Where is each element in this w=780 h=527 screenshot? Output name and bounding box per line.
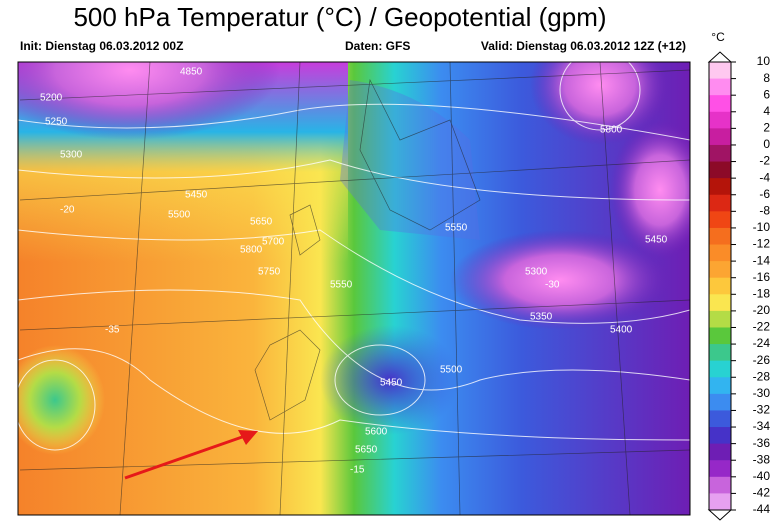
colorbar-segment bbox=[709, 161, 731, 179]
colorbar-segment bbox=[709, 211, 731, 229]
colorbar-segment bbox=[709, 310, 731, 328]
colorbar-unit: °C bbox=[711, 30, 725, 44]
contour-label: 5300 bbox=[60, 150, 83, 161]
colorbar-segment bbox=[709, 460, 731, 478]
colorbar-segment bbox=[709, 410, 731, 428]
colorbar-segment bbox=[709, 377, 731, 395]
colorbar-label: -18 bbox=[753, 286, 771, 300]
contour-label: 5550 bbox=[330, 280, 353, 291]
colorbar-label: -40 bbox=[753, 469, 771, 483]
arrow-head bbox=[238, 430, 258, 445]
arrow bbox=[124, 434, 246, 480]
contour-labels: 5200485052505300545055005650570058005750… bbox=[40, 67, 668, 476]
colorbar: 10 8 6 4 2 0 -2 -4 -6 -8 -10 -12 -14 -16 -18 -20 -22 -24 -… bbox=[707, 51, 771, 521]
colorbar-label: -14 bbox=[753, 253, 771, 267]
colorbar-label: 2 bbox=[763, 121, 770, 135]
colorbar-segment bbox=[709, 227, 731, 246]
map-frame bbox=[17, 61, 691, 516]
colorbar-label: 6 bbox=[763, 87, 770, 101]
colorbar-segment bbox=[709, 111, 731, 129]
colorbar-segment bbox=[709, 360, 731, 378]
colorbar-label: -10 bbox=[753, 220, 771, 234]
colorbar-label: -6 bbox=[759, 187, 770, 201]
colorbar-label: -22 bbox=[753, 320, 771, 334]
colorbar-segment bbox=[709, 443, 731, 461]
contour-label: 5500 bbox=[440, 365, 463, 376]
map: 5200485052505300545055005650570058005750… bbox=[18, 62, 690, 515]
colorbar-segment bbox=[709, 327, 731, 345]
colorbar-frame bbox=[708, 61, 732, 511]
colorbar-label: -20 bbox=[753, 303, 771, 317]
colorbar-label: -12 bbox=[753, 237, 771, 251]
colorbar-segment bbox=[709, 194, 731, 212]
valid: Valid: Dienstag 06.03.2012 12Z (+12) bbox=[481, 39, 686, 53]
colorbar-label: -44 bbox=[753, 502, 771, 516]
colorbar-segment bbox=[709, 393, 731, 411]
contour-label: 5750 bbox=[258, 267, 281, 278]
colorbar-label: -28 bbox=[753, 369, 771, 383]
colorbar-segment bbox=[709, 427, 731, 445]
colorbar-segment bbox=[709, 144, 731, 163]
contour-label: 5800 bbox=[600, 125, 623, 136]
colorbar-label: -8 bbox=[759, 204, 770, 218]
colorbar-end bbox=[707, 51, 733, 63]
colorbar-segment bbox=[709, 178, 731, 196]
contour-label: 5450 bbox=[380, 378, 403, 389]
colorbar-segment bbox=[709, 95, 731, 113]
colorbar-segment bbox=[709, 294, 731, 312]
colorbar-label: 10 bbox=[757, 54, 771, 68]
colorbar-label: 4 bbox=[763, 104, 770, 118]
colorbar-end bbox=[707, 509, 733, 521]
colorbar-label: -26 bbox=[753, 353, 771, 367]
colorbar-label: -30 bbox=[753, 386, 771, 400]
colorbar-label: -42 bbox=[753, 486, 771, 500]
contour-label: 5500 bbox=[168, 210, 191, 221]
source: Daten: GFS bbox=[345, 39, 410, 53]
contour-label: 5550 bbox=[445, 223, 468, 234]
colorbar-segment bbox=[709, 261, 731, 279]
colorbar-segment bbox=[709, 277, 731, 295]
contour-label: -15 bbox=[350, 465, 365, 476]
colorbar-segment bbox=[709, 476, 731, 494]
colorbar-label: 8 bbox=[763, 71, 770, 85]
colorbar-segment bbox=[709, 62, 731, 80]
contour-label: 5650 bbox=[250, 217, 273, 228]
contour-label: 5350 bbox=[530, 312, 553, 323]
colorbar-label: -38 bbox=[753, 452, 771, 466]
contour-label: 5650 bbox=[355, 445, 378, 456]
colorbar-label: 0 bbox=[763, 137, 770, 151]
colorbar-segment bbox=[709, 493, 731, 511]
colorbar-label: -36 bbox=[753, 436, 771, 450]
init: Init: Dienstag 06.03.2012 00Z bbox=[20, 39, 183, 53]
contour-label: 5450 bbox=[645, 235, 668, 246]
colorbar-label: -24 bbox=[753, 336, 771, 350]
colorbar-segment bbox=[709, 244, 731, 262]
contour-label: 5600 bbox=[365, 427, 388, 438]
colorbar-label: -2 bbox=[759, 154, 770, 168]
contour-label: 5800 bbox=[240, 245, 263, 256]
contour-label: 4850 bbox=[180, 67, 203, 78]
colorbar-label: -16 bbox=[753, 270, 771, 284]
contour-label: -20 bbox=[60, 205, 75, 216]
colorbar-segment bbox=[709, 128, 731, 146]
contour-label: 5450 bbox=[185, 190, 208, 201]
colorbar-segment bbox=[709, 78, 731, 96]
colorbar-label: -32 bbox=[753, 403, 771, 417]
colorbar-label: -4 bbox=[759, 170, 770, 184]
colorbar-label: -34 bbox=[753, 419, 771, 433]
contour-label: 5200 bbox=[40, 93, 63, 104]
contour-label: 5250 bbox=[45, 117, 68, 128]
contour-label: -35 bbox=[105, 325, 120, 336]
title: 500 hPa Temperatur (°C) / Geopotential (… bbox=[73, 2, 606, 32]
colorbar-segment bbox=[709, 344, 731, 362]
contour-label: 5400 bbox=[610, 325, 633, 336]
contour-label: 5300 bbox=[525, 267, 548, 278]
contour-label: -30 bbox=[545, 280, 560, 291]
contour-label: 5700 bbox=[262, 237, 285, 248]
